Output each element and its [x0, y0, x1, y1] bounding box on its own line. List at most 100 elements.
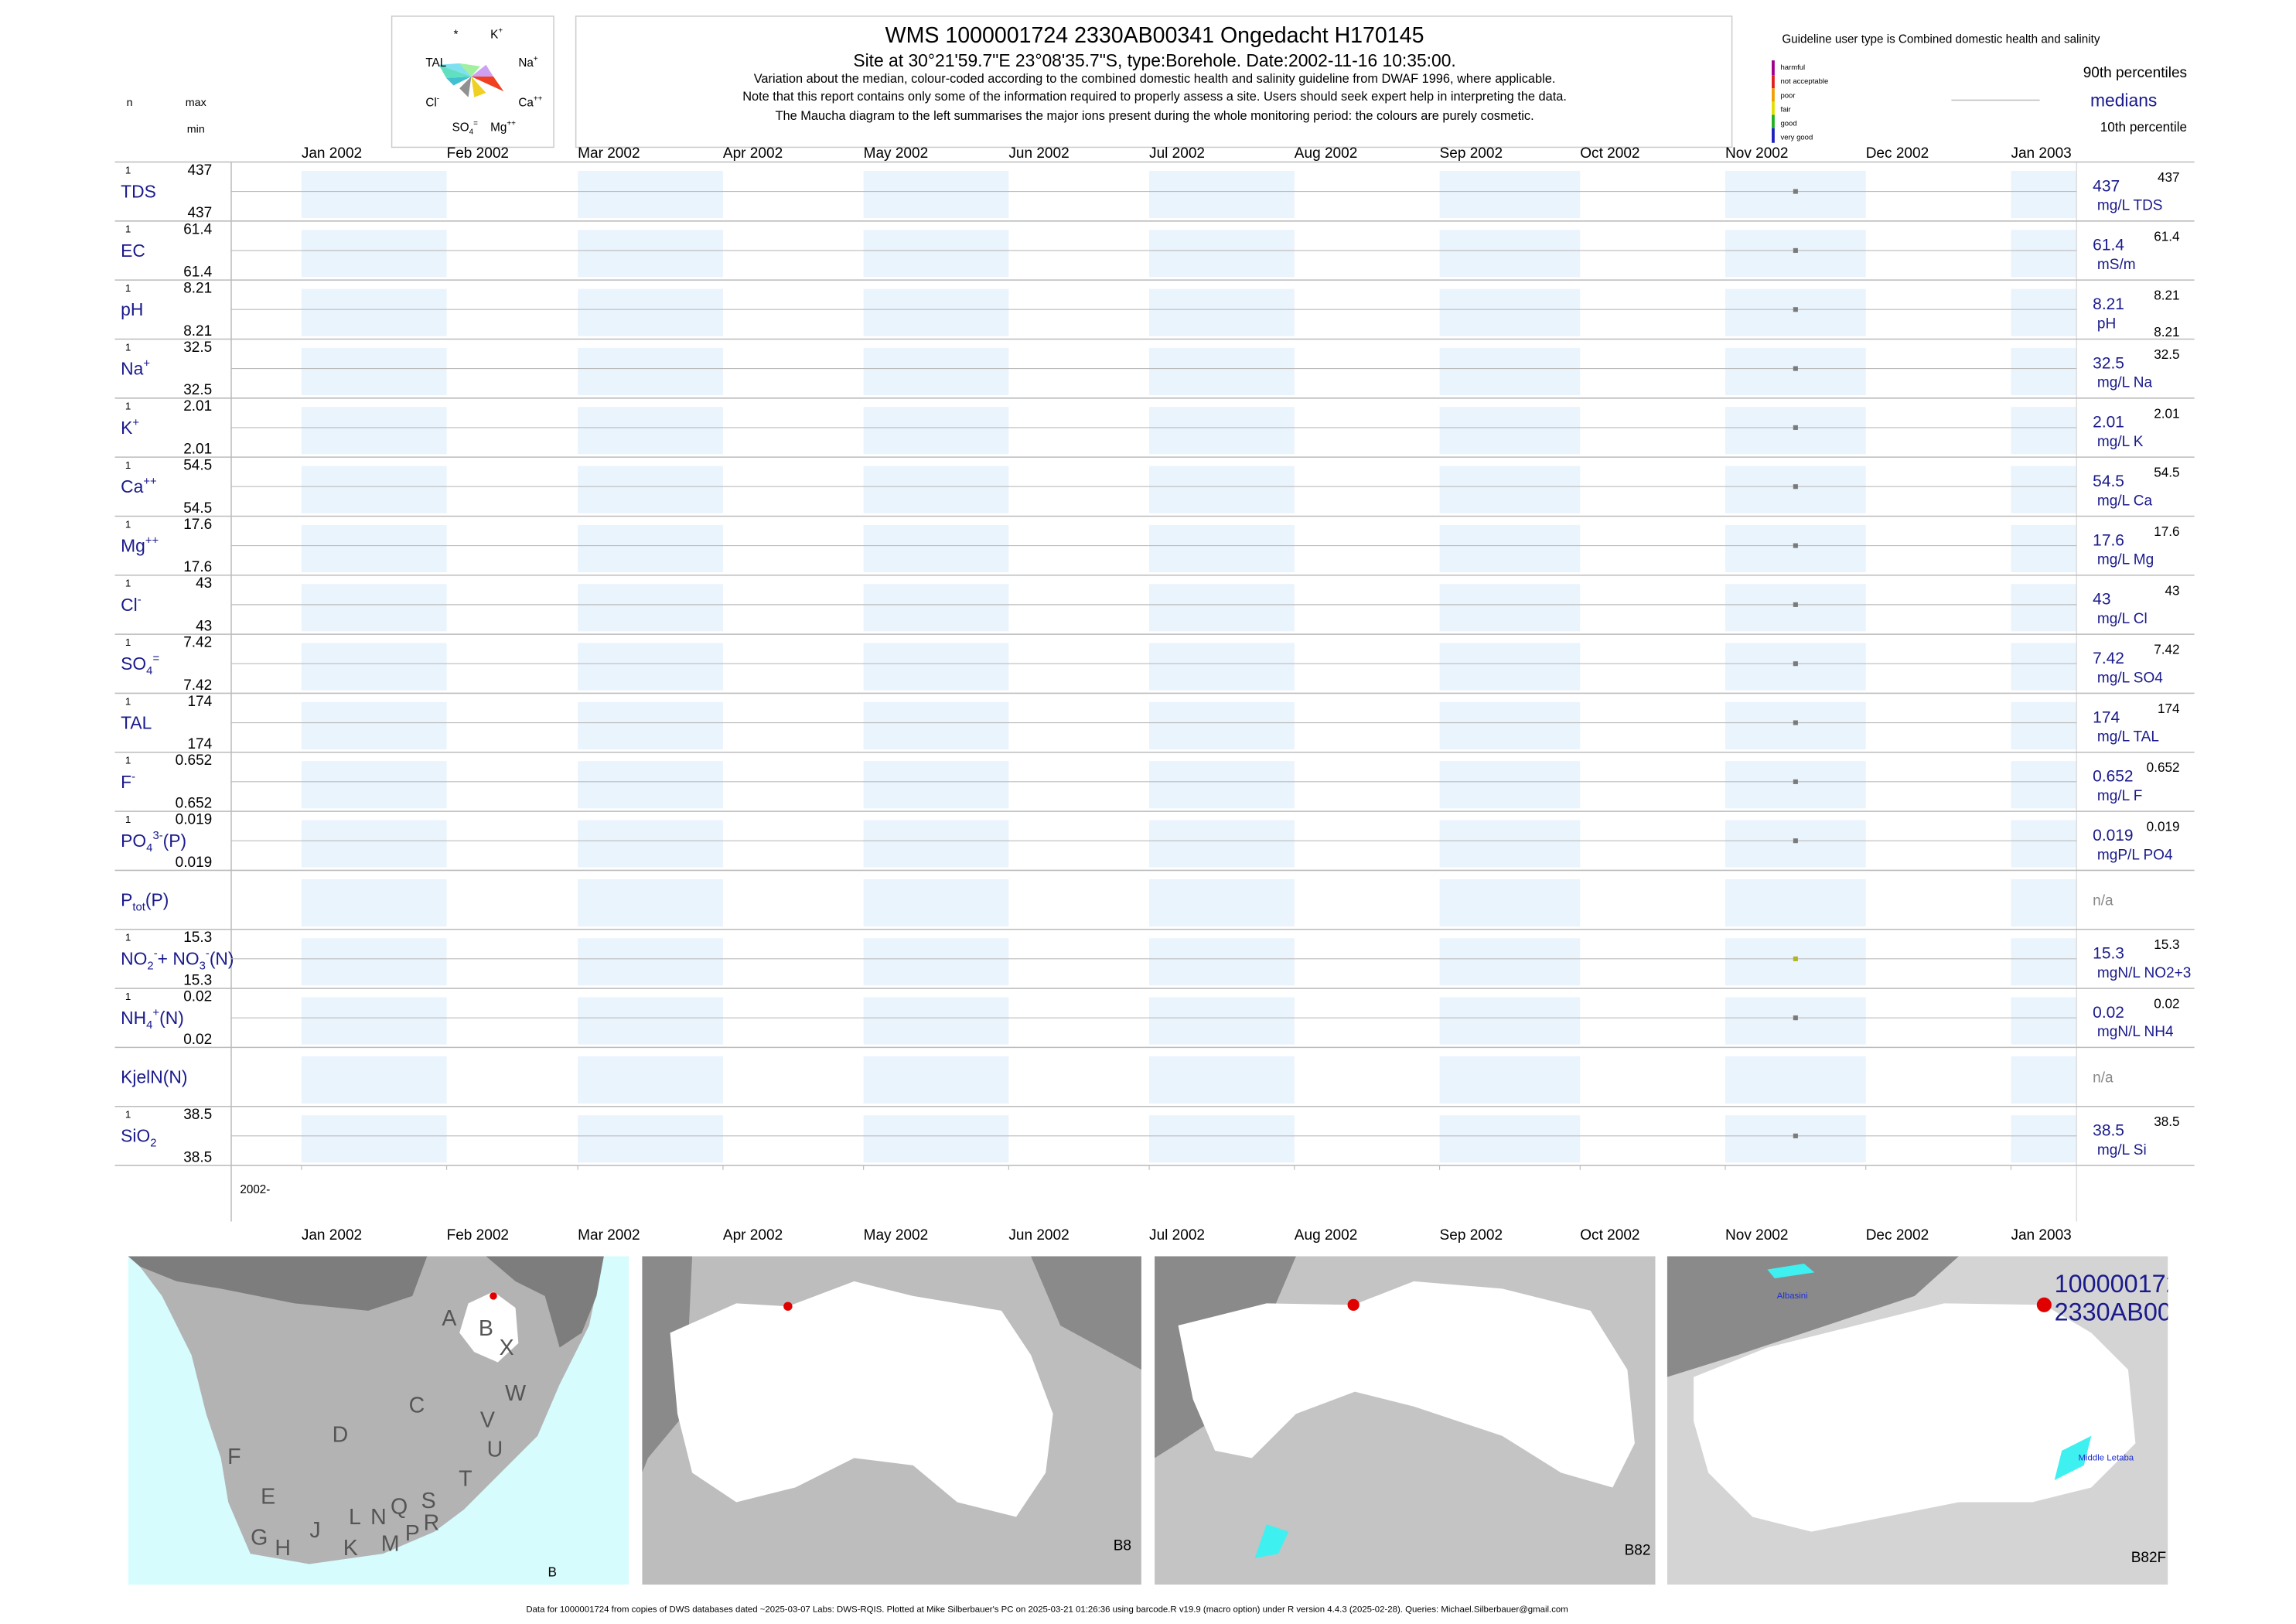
unit: mg/L K: [2097, 434, 2144, 450]
unit: mgN/L NH4: [2097, 1024, 2174, 1040]
max-value: 43: [196, 575, 212, 592]
x-tick-label: Sep 2002: [1440, 1227, 1503, 1244]
month-band: [1149, 466, 1295, 513]
month-band: [1725, 170, 1866, 219]
maucha-label: Ca++: [518, 94, 542, 109]
label-part: F: [121, 772, 131, 792]
p90-value: 0.02: [2154, 996, 2179, 1012]
year-label: 2002-: [240, 1183, 270, 1196]
month-band: [301, 643, 447, 691]
label-part: ++: [145, 534, 159, 547]
x-tick-label: Oct 2002: [1580, 1227, 1639, 1244]
column-head: n: [127, 97, 133, 109]
label-part: =: [152, 653, 159, 665]
median-value: 32.5: [2093, 354, 2124, 372]
n-count: 1: [125, 578, 131, 589]
n-count: 1: [125, 932, 131, 943]
month-band: [578, 820, 723, 868]
title: WMS 1000001724 2330AB00341 Ongedacht H17…: [885, 23, 1424, 48]
sample-point: [1793, 189, 1798, 194]
x-tick-label: Aug 2002: [1295, 1227, 1358, 1244]
catchment: [1694, 1303, 2136, 1532]
month-band: [1439, 938, 1581, 986]
min-value: 61.4: [183, 264, 212, 281]
region-letter: D: [333, 1422, 349, 1447]
x-tick-label: Nov 2002: [1725, 1227, 1788, 1244]
month-band: [2011, 347, 2077, 395]
column-head: min: [187, 123, 205, 135]
sample-point: [1793, 779, 1798, 784]
median-value: 38.5: [2093, 1122, 2124, 1140]
month-band: [2011, 407, 2077, 455]
month-band: [1439, 524, 1581, 572]
x-tick-label: Mar 2002: [578, 1227, 640, 1244]
sample-point: [1793, 307, 1798, 312]
quality-label: very good: [1780, 134, 1813, 142]
month-band: [1439, 584, 1581, 632]
maucha-label: K+: [490, 27, 503, 42]
month-band: [2011, 643, 2077, 691]
p90-value: 0.019: [2147, 819, 2180, 834]
n-count: 1: [125, 1109, 131, 1121]
max-value: 32.5: [183, 339, 212, 356]
month-band: [863, 230, 1009, 278]
label-part: +: [534, 55, 538, 63]
catchment: [1178, 1281, 1635, 1488]
month-band: [863, 938, 1009, 986]
label-part: NH: [121, 1008, 146, 1028]
neighbour: [486, 1256, 604, 1348]
min-value: 38.5: [183, 1149, 212, 1165]
maucha-label: Cl-: [425, 94, 439, 109]
parameter-label: Mg++: [121, 534, 159, 555]
month-band: [863, 761, 1009, 809]
label-part: Mg: [121, 535, 145, 555]
x-tick-label: Feb 2002: [447, 1227, 509, 1244]
min-value: 8.21: [183, 323, 212, 339]
label-part: pH: [121, 299, 143, 319]
label-part: NO: [121, 949, 147, 969]
maucha-box: [391, 15, 554, 148]
unit: mS/m: [2097, 257, 2136, 273]
quality-label: harmful: [1780, 63, 1805, 72]
max-value: 61.4: [183, 221, 212, 237]
x-tick-label: Jul 2002: [1149, 145, 1205, 162]
n-count: 1: [125, 341, 131, 353]
month-band: [1725, 347, 1866, 395]
region-letter: X: [500, 1336, 514, 1360]
month-band: [1725, 938, 1866, 986]
month-band: [1725, 407, 1866, 455]
x-tick-label: Jun 2002: [1008, 1227, 1069, 1244]
n-count: 1: [125, 636, 131, 648]
month-band: [1725, 288, 1866, 336]
label-part: Cl: [425, 96, 436, 109]
month-band: [1149, 584, 1295, 632]
sample-point: [1793, 602, 1798, 607]
maucha-label: *: [454, 29, 459, 42]
min-value: 174: [187, 736, 212, 752]
map: Albasini Middle Letaba 10000017242330AB003…: [1667, 1256, 2168, 1585]
x-tick-label: May 2002: [864, 1227, 929, 1244]
n-count: 1: [125, 518, 131, 530]
month-band: [1439, 997, 1581, 1045]
min-value: 32.5: [183, 382, 212, 398]
month-band: [863, 524, 1009, 572]
label-part: -: [206, 948, 210, 960]
unit: mg/L Ca: [2097, 493, 2153, 509]
month-band: [2011, 997, 2077, 1045]
label-part: -: [437, 94, 439, 103]
month-band: [301, 938, 447, 986]
unit: mg/L Cl: [2097, 611, 2148, 627]
median-legend: medians: [2090, 90, 2157, 110]
site-marker: [490, 1292, 497, 1300]
label-part: Ca: [518, 96, 534, 109]
month-band: [1149, 938, 1295, 986]
sample-point: [1793, 484, 1798, 490]
p90-value: 8.21: [2154, 288, 2179, 303]
max-value: 7.42: [183, 635, 212, 651]
region-letter: V: [480, 1407, 495, 1432]
unit: mg/L Si: [2097, 1142, 2147, 1158]
label-part: Ca: [121, 476, 143, 496]
parameter-label: NH4+(N): [121, 1007, 184, 1032]
month-band: [1149, 1115, 1295, 1163]
